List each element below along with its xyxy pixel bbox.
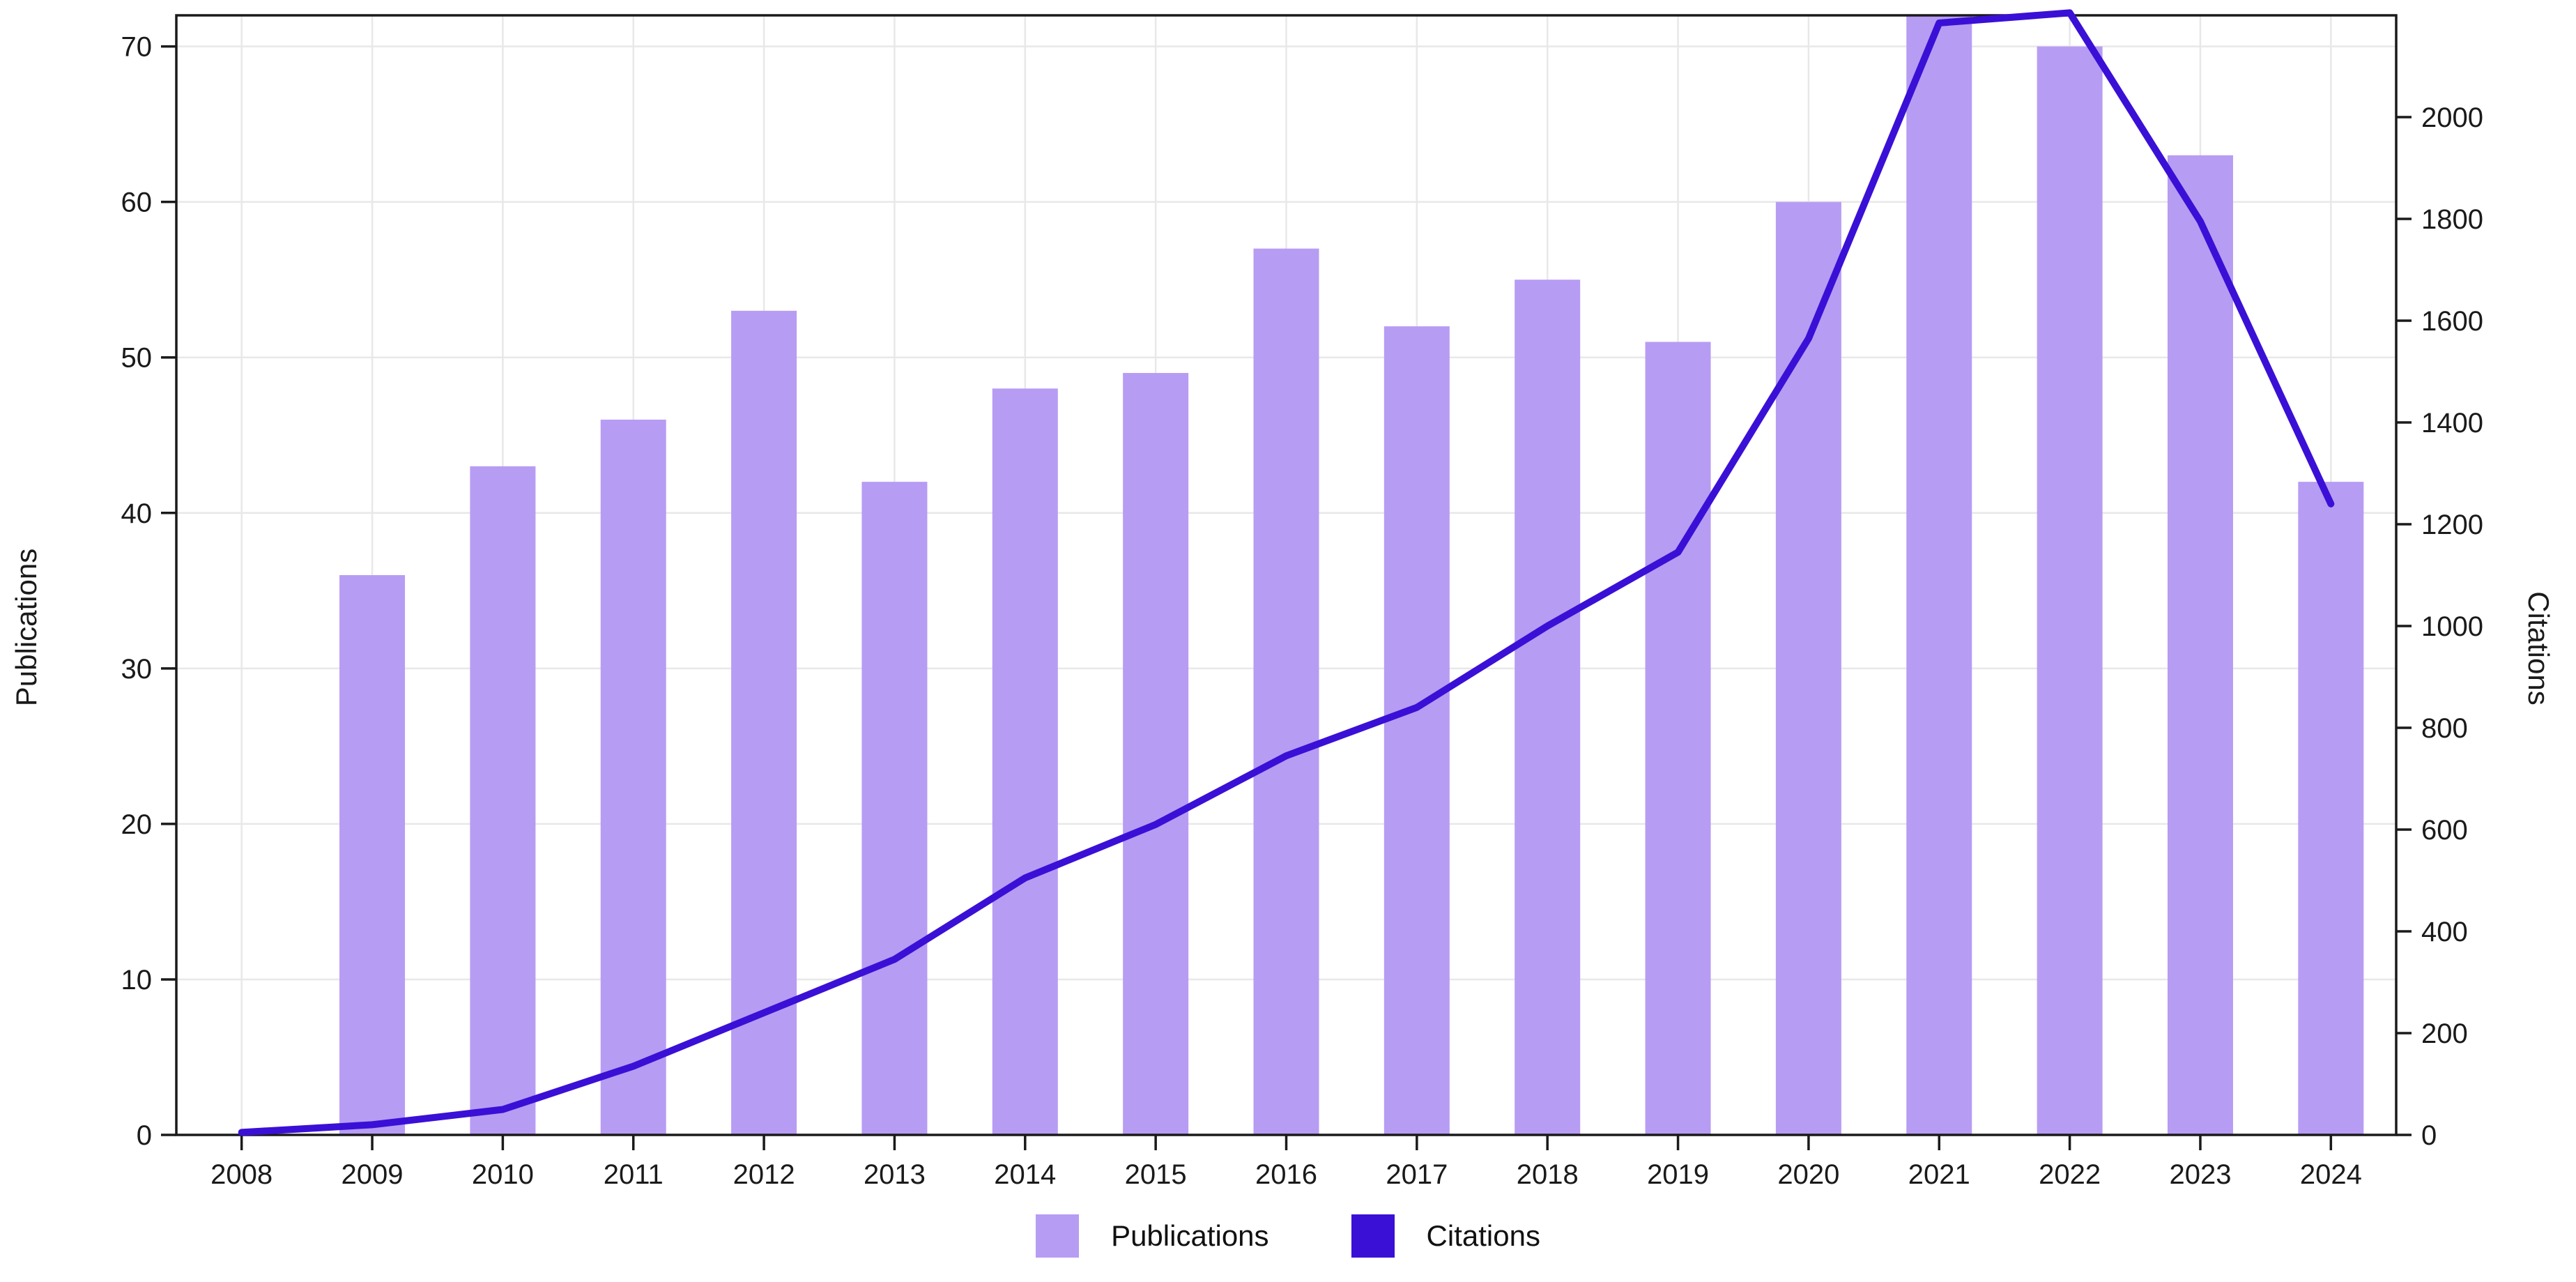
publications-bar-2019	[1645, 342, 1711, 1136]
x-tick-label-2010: 2010	[472, 1159, 534, 1190]
x-tick-label-2017: 2017	[1386, 1159, 1448, 1190]
left-tick-label-0: 0	[137, 1120, 152, 1151]
x-tick-label-2016: 2016	[1255, 1159, 1317, 1190]
publications-bar-2011	[600, 419, 666, 1135]
x-tick-label-2023: 2023	[2169, 1159, 2231, 1190]
right-tick-label-0: 0	[2421, 1120, 2437, 1151]
x-tick-label-2020: 2020	[1777, 1159, 1839, 1190]
right-axis-title: Citations	[2522, 591, 2555, 705]
legend-item-citations: Citations	[1351, 1214, 1540, 1258]
left-tick-label-50: 50	[121, 343, 153, 374]
citations-swatch	[1351, 1214, 1395, 1258]
publications-bar-2012	[731, 310, 797, 1135]
left-tick-label-30: 30	[121, 654, 153, 685]
publications-bar-2016	[1253, 248, 1319, 1135]
x-tick-label-2013: 2013	[864, 1159, 926, 1190]
publications-bar-2015	[1123, 373, 1189, 1135]
x-tick-label-2009: 2009	[342, 1159, 404, 1190]
left-axis-title: Publications	[10, 548, 43, 707]
x-tick-label-2008: 2008	[210, 1159, 273, 1190]
right-tick-label-1800: 1800	[2421, 204, 2483, 235]
publications-bar-2021	[1906, 15, 1972, 1135]
left-tick-label-60: 60	[121, 188, 153, 218]
left-tick-label-10: 10	[121, 965, 153, 995]
publications-bar-2022	[2037, 46, 2103, 1136]
right-tick-label-1400: 1400	[2421, 408, 2483, 438]
left-tick-label-20: 20	[121, 809, 153, 840]
right-tick-label-1600: 1600	[2421, 306, 2483, 337]
right-tick-label-600: 600	[2421, 815, 2468, 846]
publications-bar-2009	[339, 575, 406, 1135]
citations-line	[238, 9, 2335, 1136]
publications-bar-2010	[470, 466, 536, 1135]
publications-legend-label: Publications	[1111, 1219, 1269, 1252]
publications-bar-2020	[1775, 201, 1841, 1136]
axis-ticks: 0 10 20 30 40 50 60 70 0 200 400 600 800 1000 1200 1400…	[121, 32, 2483, 1190]
publications-bars	[339, 15, 2364, 1136]
left-tick-label-70: 70	[121, 32, 153, 63]
left-tick-label-40: 40	[121, 498, 153, 529]
publications-bar-2018	[1515, 280, 1581, 1135]
publications-swatch	[1036, 1214, 1080, 1258]
x-tick-label-2012: 2012	[733, 1159, 795, 1190]
citations-legend-label: Citations	[1426, 1219, 1540, 1252]
right-tick-label-200: 200	[2421, 1018, 2468, 1049]
legend-item-publications: Publications	[1036, 1214, 1269, 1258]
x-tick-label-2011: 2011	[604, 1159, 664, 1190]
right-tick-label-800: 800	[2421, 713, 2468, 744]
x-tick-label-2018: 2018	[1517, 1159, 1579, 1190]
x-tick-label-2024: 2024	[2300, 1159, 2362, 1190]
publications-bar-2014	[992, 388, 1058, 1136]
publications-bar-2013	[861, 482, 928, 1135]
x-tick-label-2022: 2022	[2039, 1159, 2101, 1190]
x-tick-label-2014: 2014	[994, 1159, 1056, 1190]
x-tick-label-2019: 2019	[1647, 1159, 1709, 1190]
publications-bar-2024	[2298, 482, 2364, 1135]
publications-bar-2017	[1383, 326, 1450, 1136]
right-tick-label-2000: 2000	[2421, 102, 2483, 133]
right-tick-label-1200: 1200	[2421, 510, 2483, 540]
right-tick-label-1000: 1000	[2421, 611, 2483, 642]
right-tick-label-400: 400	[2421, 917, 2468, 947]
legend: Publications Citations	[0, 1214, 2576, 1258]
x-tick-label-2021: 2021	[1908, 1159, 1970, 1190]
publications-bar-2023	[2167, 155, 2233, 1135]
x-tick-label-2015: 2015	[1125, 1159, 1187, 1190]
